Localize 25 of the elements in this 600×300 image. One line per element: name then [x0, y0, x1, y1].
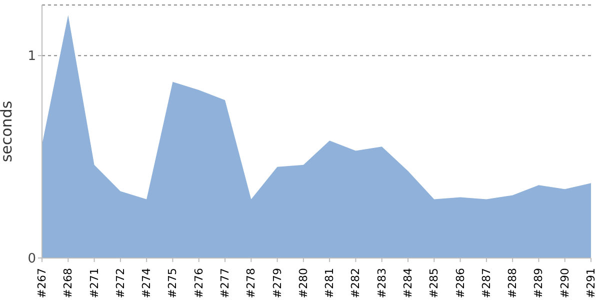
y-tick-label: 0	[28, 252, 36, 267]
x-tick-label: #287	[480, 268, 493, 298]
x-tick-label: #284	[402, 268, 414, 298]
x-tick-label: #272	[114, 268, 127, 298]
x-tick-label: #285	[428, 268, 441, 298]
x-tick-label: #288	[506, 268, 520, 298]
x-tick-label: #276	[192, 268, 206, 298]
x-tick-label: #275	[166, 268, 180, 298]
x-tick-label: #268	[62, 268, 75, 298]
x-tick-label: #280	[296, 268, 310, 298]
x-tick-label: #277	[218, 268, 232, 298]
x-tick-label: #291	[584, 268, 598, 298]
x-tick-label: #289	[532, 268, 546, 298]
x-tick-label: #274	[140, 268, 154, 298]
x-tick-label: #279	[270, 268, 284, 298]
x-tick-label: #283	[375, 268, 388, 298]
x-tick-label: #282	[349, 268, 362, 298]
x-tick-label: #278	[244, 268, 258, 298]
x-tick-label: #286	[454, 268, 467, 298]
y-axis-title: seconds	[0, 100, 16, 162]
x-tick-label: #267	[36, 268, 48, 298]
y-tick-label: 1	[28, 49, 36, 64]
x-tick-label: #281	[323, 268, 336, 298]
x-tick-label: #290	[558, 268, 572, 298]
x-tick-label: #271	[88, 268, 101, 298]
